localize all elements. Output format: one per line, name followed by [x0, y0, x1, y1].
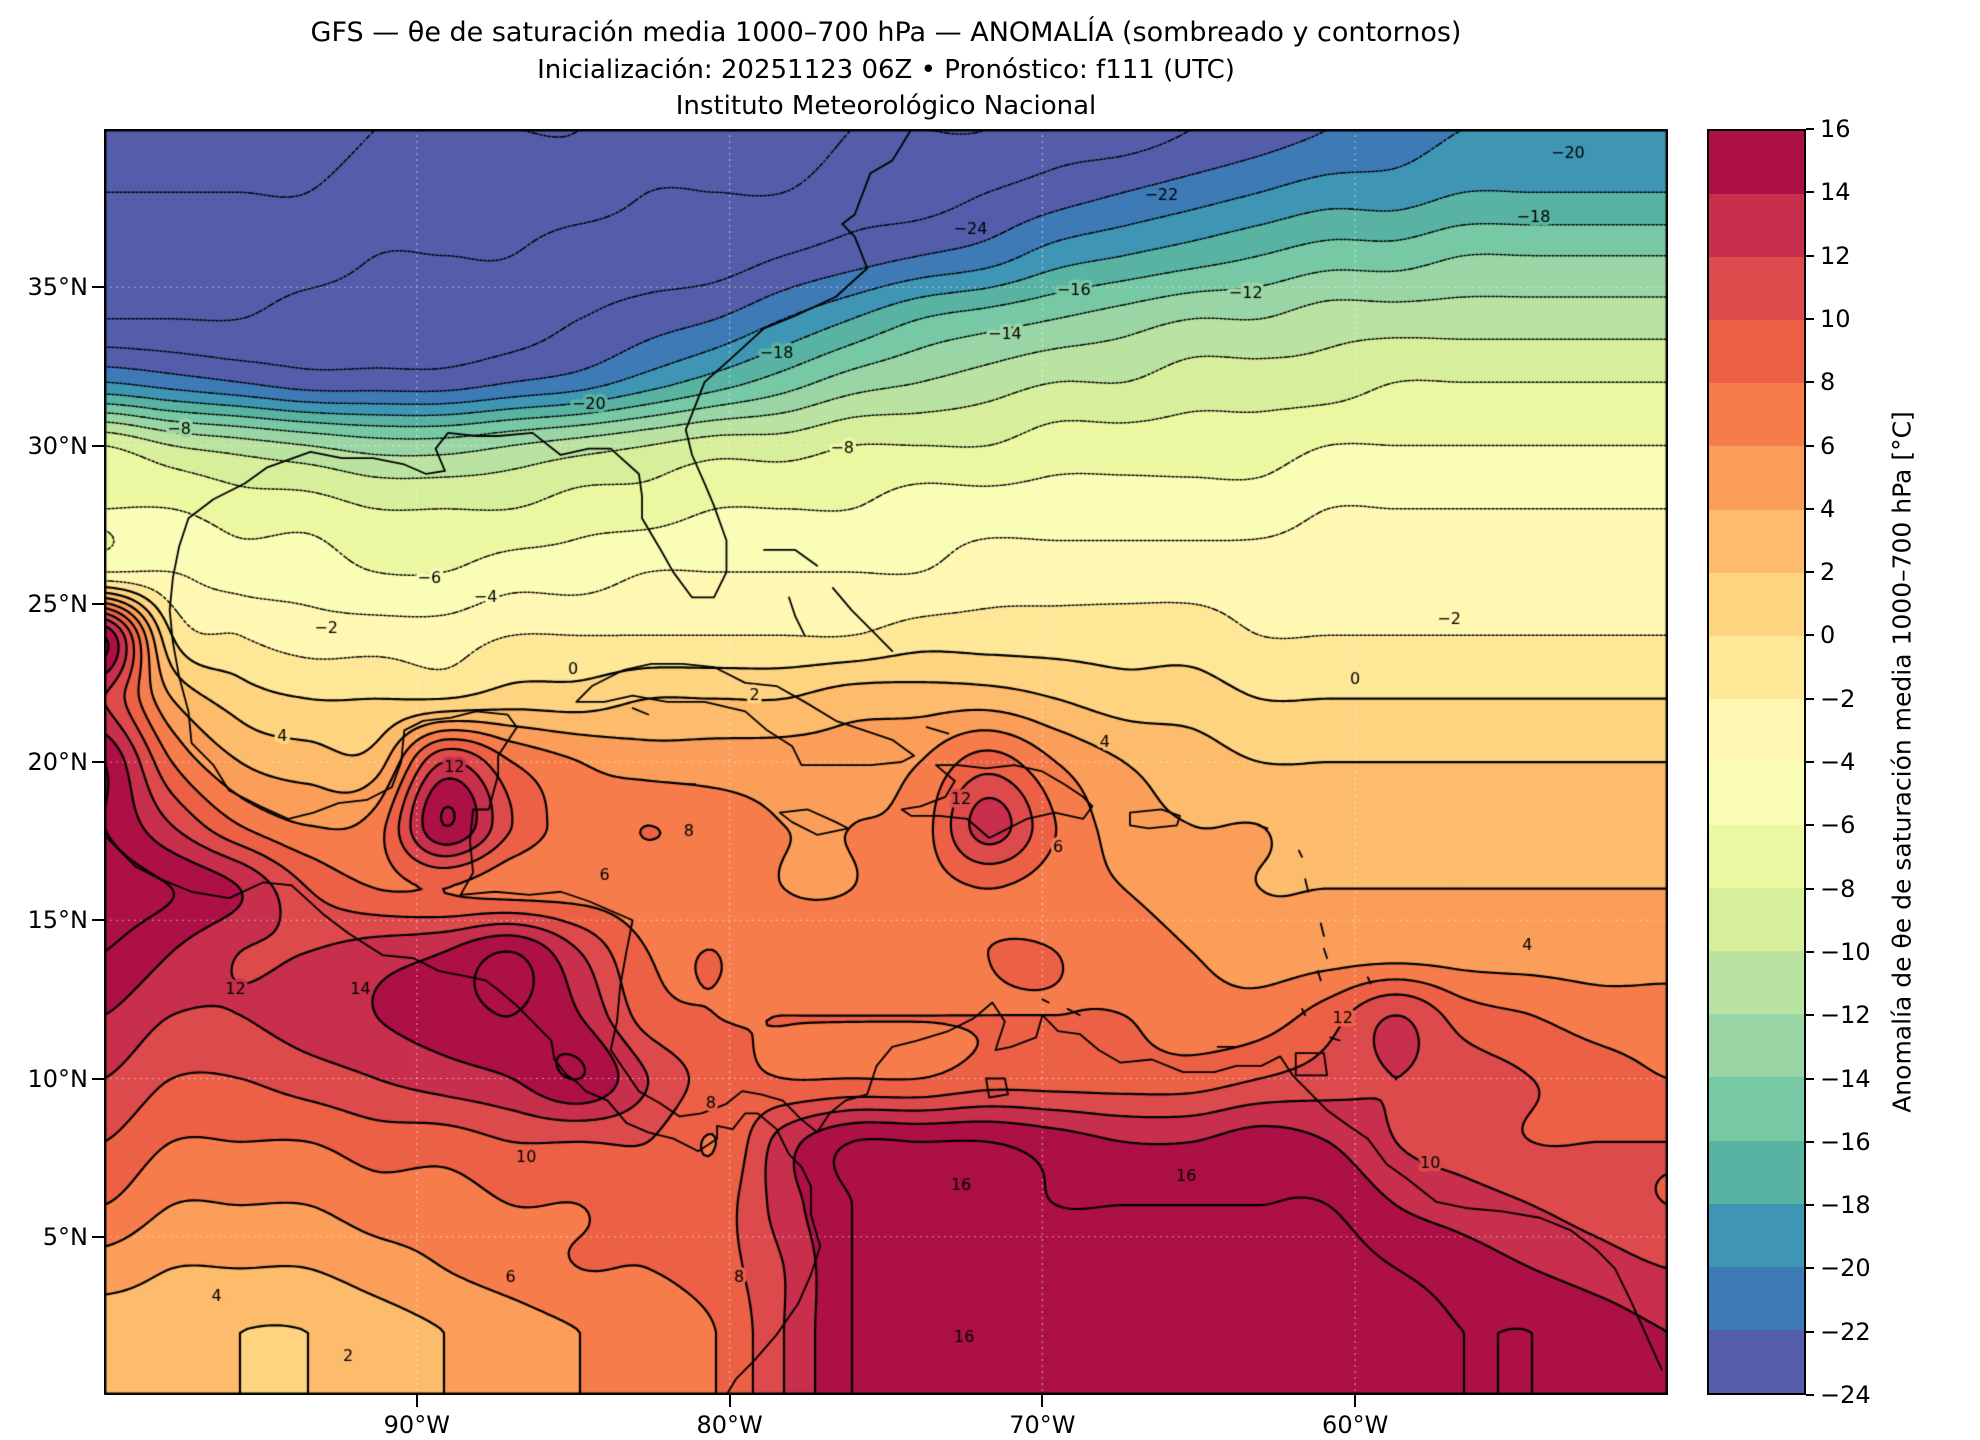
title-block: GFS — θe de saturación media 1000–700 hP… — [104, 14, 1668, 124]
colorbar-tick-mark — [1806, 824, 1814, 827]
colorbar-tick-mark — [1806, 950, 1814, 953]
x-tick-label: 90°W — [383, 1411, 450, 1439]
x-tick-mark — [1041, 1395, 1044, 1407]
colorbar-tick-mark — [1806, 571, 1814, 574]
x-tick-label: 70°W — [1009, 1411, 1076, 1439]
y-tick-mark — [92, 1077, 104, 1080]
colorbar-tick-mark — [1806, 1330, 1814, 1333]
x-tick-mark — [1354, 1395, 1357, 1407]
colorbar-tick-mark — [1806, 887, 1814, 890]
y-tick-mark — [92, 919, 104, 922]
colorbar-cell — [1709, 194, 1804, 258]
colorbar-tick-label: 14 — [1820, 178, 1851, 207]
colorbar-tick-mark — [1806, 1140, 1814, 1143]
y-tick-label: 5°N — [42, 1222, 88, 1251]
y-tick-mark — [92, 1235, 104, 1238]
chart-subtitle-init-forecast: Inicialización: 20251123 06Z • Pronóstic… — [537, 55, 1235, 85]
colorbar-tick-label: −10 — [1820, 937, 1871, 966]
colorbar-tick-mark — [1806, 761, 1814, 763]
x-tick-label: 60°W — [1322, 1411, 1389, 1439]
colorbar-tick-label: −12 — [1820, 1001, 1871, 1030]
colorbar-tick-mark — [1806, 317, 1814, 320]
colorbar-cell — [1709, 257, 1804, 321]
colorbar-tick-label: −16 — [1820, 1127, 1871, 1156]
colorbar-cell — [1709, 1203, 1804, 1267]
colorbar-tick-label: 2 — [1820, 558, 1836, 587]
colorbar-cell — [1709, 761, 1804, 826]
map-canvas — [104, 129, 1668, 1395]
colorbar-cell — [1709, 825, 1804, 889]
colorbar-tick-label: 6 — [1820, 431, 1836, 460]
colorbar-cell — [1709, 1014, 1804, 1078]
x-tick-label: 80°W — [696, 1411, 763, 1439]
colorbar-tick-mark — [1806, 128, 1814, 130]
colorbar-tick-mark — [1806, 507, 1814, 510]
colorbar-cell — [1709, 1140, 1804, 1204]
colorbar-cell — [1709, 698, 1804, 762]
colorbar-tick-mark — [1806, 444, 1814, 447]
colorbar-tick-label: 4 — [1820, 494, 1836, 523]
colorbar-title: Anomalía de θe de saturación media 1000–… — [1887, 411, 1917, 1113]
colorbar-cell — [1709, 1329, 1804, 1393]
x-tick-mark — [728, 1395, 731, 1407]
colorbar-tick-label: −4 — [1820, 748, 1856, 776]
colorbar-tick-mark — [1806, 191, 1814, 194]
colorbar — [1707, 129, 1806, 1395]
y-tick-mark — [92, 286, 104, 289]
colorbar-cell — [1709, 572, 1804, 636]
y-tick-label: 25°N — [27, 589, 89, 618]
y-tick-label: 20°N — [27, 748, 89, 776]
colorbar-tick-mark — [1806, 381, 1814, 384]
y-tick-mark — [92, 602, 104, 605]
colorbar-tick-mark — [1806, 1394, 1814, 1396]
colorbar-cell — [1709, 635, 1804, 699]
colorbar-cell — [1709, 1266, 1804, 1330]
y-tick-label: 30°N — [27, 431, 89, 460]
colorbar-tick-mark — [1806, 254, 1814, 257]
colorbar-cell — [1709, 320, 1804, 384]
colorbar-tick-label: −8 — [1820, 874, 1856, 903]
colorbar-tick-label: −2 — [1820, 684, 1856, 713]
colorbar-tick-label: 0 — [1820, 621, 1836, 650]
colorbar-cell — [1709, 1077, 1804, 1141]
colorbar-tick-mark — [1806, 634, 1814, 637]
y-tick-label: 10°N — [27, 1064, 89, 1093]
colorbar-tick-label: −20 — [1820, 1254, 1871, 1283]
y-tick-mark — [92, 444, 104, 447]
colorbar-tick-label: 10 — [1820, 304, 1851, 333]
colorbar-tick-label: −24 — [1820, 1381, 1871, 1409]
colorbar-cell — [1709, 951, 1804, 1015]
colorbar-tick-mark — [1806, 1267, 1814, 1270]
colorbar-tick-label: 8 — [1820, 368, 1836, 397]
colorbar-cell — [1709, 383, 1804, 447]
colorbar-tick-label: 12 — [1820, 241, 1851, 270]
colorbar-tick-label: −14 — [1820, 1064, 1871, 1093]
colorbar-cell — [1709, 131, 1804, 195]
colorbar-tick-mark — [1806, 1014, 1814, 1017]
colorbar-tick-label: −6 — [1820, 811, 1856, 840]
colorbar-tick-label: −22 — [1820, 1317, 1871, 1346]
colorbar-tick-label: −18 — [1820, 1191, 1871, 1220]
colorbar-tick-mark — [1806, 1077, 1814, 1080]
colorbar-cell — [1709, 446, 1804, 510]
colorbar-cell — [1709, 888, 1804, 952]
chart-subtitle-institution: Instituto Meteorológico Nacional — [675, 91, 1097, 121]
colorbar-tick-mark — [1806, 1204, 1814, 1207]
y-tick-mark — [92, 761, 104, 763]
x-tick-mark — [415, 1395, 418, 1407]
chart-title: GFS — θe de saturación media 1000–700 hP… — [310, 17, 1462, 48]
colorbar-tick-label: 16 — [1820, 115, 1851, 143]
colorbar-tick-mark — [1806, 697, 1814, 700]
colorbar-cell — [1709, 509, 1804, 573]
y-tick-label: 35°N — [27, 273, 89, 302]
y-tick-label: 15°N — [27, 906, 89, 935]
